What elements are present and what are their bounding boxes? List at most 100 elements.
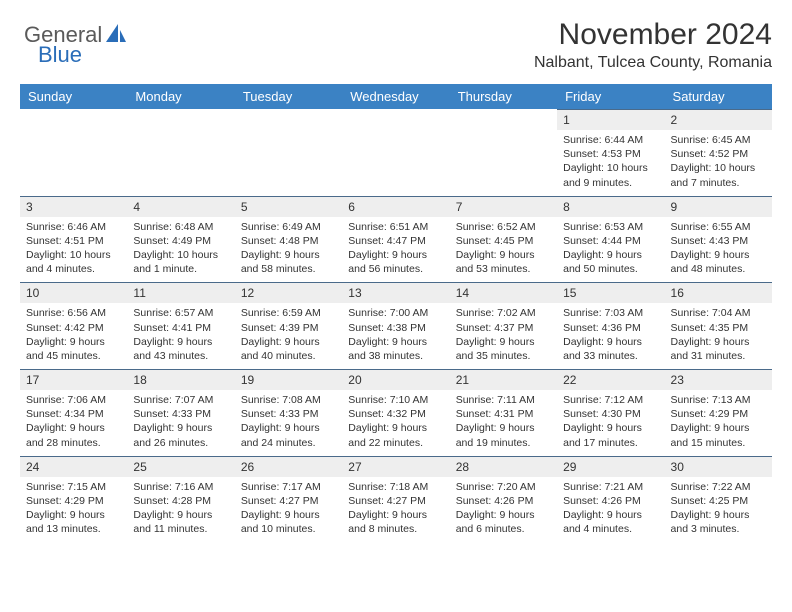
- sunrise: Sunrise: 7:15 AM: [26, 480, 121, 494]
- sunset: Sunset: 4:26 PM: [456, 494, 551, 508]
- day-data: Sunrise: 7:16 AMSunset: 4:28 PMDaylight:…: [127, 477, 234, 543]
- sunset: Sunset: 4:48 PM: [241, 234, 336, 248]
- day-data: [450, 129, 557, 138]
- sunrise: Sunrise: 6:46 AM: [26, 220, 121, 234]
- day-data: [127, 129, 234, 138]
- day-cell: .: [450, 109, 557, 196]
- sunrise: Sunrise: 7:03 AM: [563, 306, 658, 320]
- day-data: Sunrise: 7:02 AMSunset: 4:37 PMDaylight:…: [450, 303, 557, 369]
- sunrise: Sunrise: 6:57 AM: [133, 306, 228, 320]
- sunrise: Sunrise: 7:21 AM: [563, 480, 658, 494]
- day-number: 9: [665, 196, 772, 217]
- day-data: Sunrise: 6:55 AMSunset: 4:43 PMDaylight:…: [665, 217, 772, 283]
- sunset: Sunset: 4:34 PM: [26, 407, 121, 421]
- day-number: 3: [20, 196, 127, 217]
- day-cell: .: [127, 109, 234, 196]
- day-cell: 16Sunrise: 7:04 AMSunset: 4:35 PMDayligh…: [665, 282, 772, 369]
- day-data: Sunrise: 6:49 AMSunset: 4:48 PMDaylight:…: [235, 217, 342, 283]
- day-number: 6: [342, 196, 449, 217]
- day-number: 4: [127, 196, 234, 217]
- day-data: Sunrise: 6:44 AMSunset: 4:53 PMDaylight:…: [557, 130, 664, 196]
- daylight: Daylight: 9 hours and 56 minutes.: [348, 248, 443, 276]
- sunset: Sunset: 4:29 PM: [671, 407, 766, 421]
- dayname-header: Tuesday: [235, 84, 342, 109]
- day-cell: 26Sunrise: 7:17 AMSunset: 4:27 PMDayligh…: [235, 456, 342, 543]
- day-cell: 19Sunrise: 7:08 AMSunset: 4:33 PMDayligh…: [235, 369, 342, 456]
- sunset: Sunset: 4:47 PM: [348, 234, 443, 248]
- day-number: 16: [665, 282, 772, 303]
- daylight: Daylight: 9 hours and 26 minutes.: [133, 421, 228, 449]
- day-data: Sunrise: 7:18 AMSunset: 4:27 PMDaylight:…: [342, 477, 449, 543]
- dayname-header: Saturday: [665, 84, 772, 109]
- daylight: Daylight: 9 hours and 43 minutes.: [133, 335, 228, 363]
- daylight: Daylight: 9 hours and 33 minutes.: [563, 335, 658, 363]
- sunrise: Sunrise: 7:22 AM: [671, 480, 766, 494]
- dayname-header: Wednesday: [342, 84, 449, 109]
- sunrise: Sunrise: 7:11 AM: [456, 393, 551, 407]
- daylight: Daylight: 9 hours and 50 minutes.: [563, 248, 658, 276]
- daylight: Daylight: 9 hours and 19 minutes.: [456, 421, 551, 449]
- sunset: Sunset: 4:32 PM: [348, 407, 443, 421]
- sunrise: Sunrise: 7:12 AM: [563, 393, 658, 407]
- sunset: Sunset: 4:28 PM: [133, 494, 228, 508]
- sunrise: Sunrise: 6:56 AM: [26, 306, 121, 320]
- sunset: Sunset: 4:30 PM: [563, 407, 658, 421]
- sunset: Sunset: 4:51 PM: [26, 234, 121, 248]
- daylight: Daylight: 9 hours and 6 minutes.: [456, 508, 551, 536]
- day-data: Sunrise: 7:17 AMSunset: 4:27 PMDaylight:…: [235, 477, 342, 543]
- sunset: Sunset: 4:45 PM: [456, 234, 551, 248]
- sunset: Sunset: 4:33 PM: [241, 407, 336, 421]
- sunset: Sunset: 4:27 PM: [348, 494, 443, 508]
- day-cell: 21Sunrise: 7:11 AMSunset: 4:31 PMDayligh…: [450, 369, 557, 456]
- day-data: Sunrise: 7:07 AMSunset: 4:33 PMDaylight:…: [127, 390, 234, 456]
- day-cell: 15Sunrise: 7:03 AMSunset: 4:36 PMDayligh…: [557, 282, 664, 369]
- daylight: Daylight: 9 hours and 24 minutes.: [241, 421, 336, 449]
- day-cell: 11Sunrise: 6:57 AMSunset: 4:41 PMDayligh…: [127, 282, 234, 369]
- day-cell: 20Sunrise: 7:10 AMSunset: 4:32 PMDayligh…: [342, 369, 449, 456]
- day-data: Sunrise: 7:20 AMSunset: 4:26 PMDaylight:…: [450, 477, 557, 543]
- day-number: 5: [235, 196, 342, 217]
- sunrise: Sunrise: 6:55 AM: [671, 220, 766, 234]
- day-cell: 8Sunrise: 6:53 AMSunset: 4:44 PMDaylight…: [557, 196, 664, 283]
- day-data: Sunrise: 6:57 AMSunset: 4:41 PMDaylight:…: [127, 303, 234, 369]
- day-cell: .: [20, 109, 127, 196]
- sunrise: Sunrise: 6:53 AM: [563, 220, 658, 234]
- dayname-row: SundayMondayTuesdayWednesdayThursdayFrid…: [20, 84, 772, 109]
- sunset: Sunset: 4:53 PM: [563, 147, 658, 161]
- day-data: Sunrise: 7:13 AMSunset: 4:29 PMDaylight:…: [665, 390, 772, 456]
- day-data: Sunrise: 7:00 AMSunset: 4:38 PMDaylight:…: [342, 303, 449, 369]
- daylight: Daylight: 9 hours and 22 minutes.: [348, 421, 443, 449]
- day-cell: 7Sunrise: 6:52 AMSunset: 4:45 PMDaylight…: [450, 196, 557, 283]
- day-number: 14: [450, 282, 557, 303]
- sunset: Sunset: 4:41 PM: [133, 321, 228, 335]
- sunrise: Sunrise: 7:17 AM: [241, 480, 336, 494]
- day-data: Sunrise: 7:15 AMSunset: 4:29 PMDaylight:…: [20, 477, 127, 543]
- day-number: 17: [20, 369, 127, 390]
- day-number: 23: [665, 369, 772, 390]
- daylight: Daylight: 9 hours and 10 minutes.: [241, 508, 336, 536]
- sunset: Sunset: 4:29 PM: [26, 494, 121, 508]
- day-number: 30: [665, 456, 772, 477]
- day-number: 24: [20, 456, 127, 477]
- day-number: 20: [342, 369, 449, 390]
- day-data: Sunrise: 7:22 AMSunset: 4:25 PMDaylight:…: [665, 477, 772, 543]
- day-data: Sunrise: 6:46 AMSunset: 4:51 PMDaylight:…: [20, 217, 127, 283]
- day-data: Sunrise: 6:52 AMSunset: 4:45 PMDaylight:…: [450, 217, 557, 283]
- daylight: Daylight: 9 hours and 45 minutes.: [26, 335, 121, 363]
- sunset: Sunset: 4:37 PM: [456, 321, 551, 335]
- sunset: Sunset: 4:31 PM: [456, 407, 551, 421]
- day-data: [20, 129, 127, 138]
- day-data: Sunrise: 7:08 AMSunset: 4:33 PMDaylight:…: [235, 390, 342, 456]
- daylight: Daylight: 10 hours and 1 minute.: [133, 248, 228, 276]
- day-cell: 23Sunrise: 7:13 AMSunset: 4:29 PMDayligh…: [665, 369, 772, 456]
- day-data: Sunrise: 6:56 AMSunset: 4:42 PMDaylight:…: [20, 303, 127, 369]
- day-number: 7: [450, 196, 557, 217]
- day-number: 1: [557, 109, 664, 130]
- day-number: 13: [342, 282, 449, 303]
- daylight: Daylight: 9 hours and 38 minutes.: [348, 335, 443, 363]
- week-row: .....1Sunrise: 6:44 AMSunset: 4:53 PMDay…: [20, 109, 772, 196]
- day-number: 28: [450, 456, 557, 477]
- logo-text-blue: Blue: [38, 42, 82, 67]
- day-cell: 25Sunrise: 7:16 AMSunset: 4:28 PMDayligh…: [127, 456, 234, 543]
- day-data: [342, 129, 449, 138]
